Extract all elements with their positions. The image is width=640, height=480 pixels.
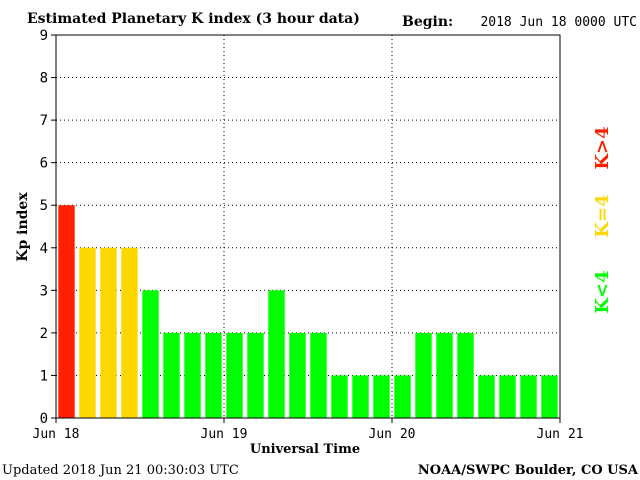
kp-bar — [457, 332, 474, 418]
kp-bar — [226, 332, 243, 418]
kp-bar — [394, 375, 411, 418]
kp-bar — [478, 375, 495, 418]
x-tick-label: Jun 19 — [201, 427, 248, 442]
kp-bar — [142, 290, 159, 418]
grid-lines — [56, 35, 560, 418]
legend-k-less-4: K<4 — [592, 270, 613, 313]
y-tick-label: 6 — [40, 156, 48, 172]
y-tick-label: 1 — [40, 368, 48, 384]
kp-bar — [100, 247, 117, 418]
legend-k-equal-4: K=4 — [592, 194, 613, 237]
y-tick-label: 0 — [40, 411, 48, 427]
y-axis-title: Kp index — [15, 192, 31, 262]
x-tick-label: Jun 18 — [33, 427, 80, 442]
kp-bar — [310, 332, 327, 418]
x-tick-label: Jun 20 — [369, 427, 416, 442]
kp-bar — [268, 290, 285, 418]
x-tick-label: Jun 21 — [537, 427, 584, 442]
kp-bar — [415, 332, 432, 418]
kp-bar — [373, 375, 390, 418]
kp-bar — [58, 205, 75, 418]
plot-frame — [55, 34, 561, 419]
y-tick-label: 3 — [40, 283, 48, 299]
y-tick-label: 7 — [40, 113, 48, 129]
y-axis-ticks: 0 1 2 3 4 5 6 7 8 9 — [40, 28, 56, 427]
kp-bar — [520, 375, 537, 418]
y-tick-label: 5 — [40, 198, 48, 214]
kp-bar — [79, 247, 96, 418]
kp-bar — [352, 375, 369, 418]
kp-bar — [289, 332, 306, 418]
x-axis-title: Universal Time — [250, 442, 360, 457]
y-tick-label: 9 — [40, 28, 48, 44]
kp-bar — [184, 332, 201, 418]
source-credit: NOAA/SWPC Boulder, CO USA — [418, 463, 639, 478]
updated-timestamp: Updated 2018 Jun 21 00:30:03 UTC — [2, 463, 239, 478]
kp-bar — [499, 375, 516, 418]
kp-bar — [436, 332, 453, 418]
kp-bar — [247, 332, 264, 418]
chart-title: Estimated Planetary K index (3 hour data… — [27, 11, 360, 27]
begin-value: 2018 Jun 18 0000 UTC — [480, 15, 637, 30]
x-axis-ticks: Jun 18 Jun 19 Jun 20 Jun 21 — [33, 418, 584, 442]
kp-bar — [331, 375, 348, 418]
kp-bar — [121, 247, 138, 418]
legend-k-greater-4: K>4 — [592, 126, 613, 169]
bars — [58, 205, 558, 418]
begin-label: Begin: — [402, 14, 453, 30]
y-tick-label: 8 — [40, 71, 48, 87]
y-tick-label: 2 — [40, 326, 48, 342]
kp-bar — [205, 332, 222, 418]
kp-bar — [541, 375, 558, 418]
y-tick-label: 4 — [40, 241, 48, 257]
kp-bar — [163, 332, 180, 418]
